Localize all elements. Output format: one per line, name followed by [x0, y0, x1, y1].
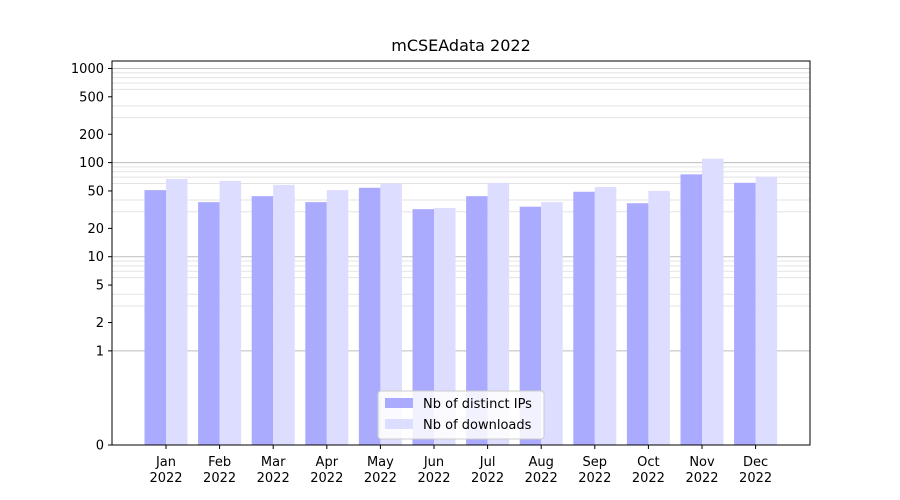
y-tick-label: 1000 — [71, 62, 104, 77]
y-tick-label: 100 — [79, 156, 104, 171]
x-axis: Jan2022Feb2022Mar2022Apr2022May2022Jun20… — [149, 445, 772, 486]
x-tick-label-year: 2022 — [417, 471, 450, 486]
y-tick-label: 10 — [87, 250, 104, 265]
y-axis: 0 1 2 5 10 20 50 100 200 500 1000 — [71, 62, 112, 454]
x-tick-label-month: Sep — [583, 455, 608, 470]
x-tick-label-month: Aug — [529, 455, 554, 470]
bar-downloads — [702, 158, 724, 445]
y-tick-label: 500 — [79, 90, 104, 105]
y-tick-label: 20 — [87, 222, 104, 237]
bar-distinct-ips — [305, 202, 327, 445]
bar-downloads — [380, 183, 402, 445]
x-tick-label-month: May — [367, 455, 394, 470]
x-tick-label-year: 2022 — [632, 471, 665, 486]
legend: Nb of distinct IPs Nb of downloads — [377, 390, 545, 440]
x-tick-label-year: 2022 — [578, 471, 611, 486]
bar-distinct-ips — [519, 206, 542, 445]
legend-swatch-distinct-ips — [385, 398, 413, 408]
y-tick-label: 1 — [96, 344, 104, 359]
x-tick-label-month: Jan — [155, 455, 176, 470]
x-tick-label-year: 2022 — [685, 471, 718, 486]
legend-swatch-downloads — [385, 419, 413, 429]
y-tick-label: 200 — [79, 128, 104, 143]
legend-label-downloads: Nb of downloads — [423, 418, 532, 433]
bars — [144, 158, 778, 445]
bar-downloads — [487, 182, 510, 445]
x-tick-label-month: Nov — [689, 455, 715, 470]
y-tick-label: 0 — [96, 439, 104, 454]
chart-title: mCSEAdata 2022 — [391, 36, 531, 55]
x-tick-label-year: 2022 — [203, 471, 236, 486]
bar-distinct-ips — [412, 209, 434, 445]
bar-distinct-ips — [144, 190, 166, 445]
x-tick-label-year: 2022 — [525, 471, 558, 486]
y-tick-label: 2 — [96, 316, 104, 331]
y-tick-label: 5 — [96, 279, 104, 294]
bar-downloads — [541, 202, 563, 445]
bar-downloads — [648, 190, 670, 445]
x-tick-label-year: 2022 — [310, 471, 343, 486]
bar-distinct-ips — [358, 187, 381, 445]
bar-downloads — [326, 190, 349, 445]
bar-distinct-ips — [198, 202, 220, 445]
bar-distinct-ips — [573, 191, 595, 445]
bar-downloads — [434, 207, 456, 445]
bar-distinct-ips — [680, 174, 702, 445]
x-tick-label-month: Oct — [637, 455, 659, 470]
x-tick-label-year: 2022 — [471, 471, 504, 486]
bar-distinct-ips — [251, 196, 274, 445]
bar-downloads — [594, 187, 617, 445]
x-tick-label-year: 2022 — [149, 471, 182, 486]
bar-downloads — [755, 176, 778, 445]
x-tick-label-month: Feb — [208, 455, 231, 470]
legend-box — [377, 390, 545, 440]
x-tick-label-month: Jul — [479, 455, 496, 470]
x-tick-label-month: Jun — [423, 455, 444, 470]
x-tick-label-month: Apr — [316, 455, 339, 470]
bar-downloads — [219, 180, 242, 445]
legend-label-distinct-ips: Nb of distinct IPs — [423, 397, 532, 412]
bar-downloads — [273, 184, 295, 445]
x-tick-label-year: 2022 — [257, 471, 290, 486]
bar-distinct-ips — [466, 196, 488, 445]
bar-distinct-ips — [626, 203, 649, 445]
bar-downloads — [166, 178, 188, 445]
x-tick-label-month: Mar — [261, 455, 286, 470]
y-tick-label: 50 — [87, 184, 104, 199]
x-tick-label-month: Dec — [743, 455, 768, 470]
bar-distinct-ips — [734, 182, 756, 445]
x-tick-label-year: 2022 — [364, 471, 397, 486]
x-tick-label-year: 2022 — [739, 471, 772, 486]
plot-frame — [111, 60, 811, 446]
